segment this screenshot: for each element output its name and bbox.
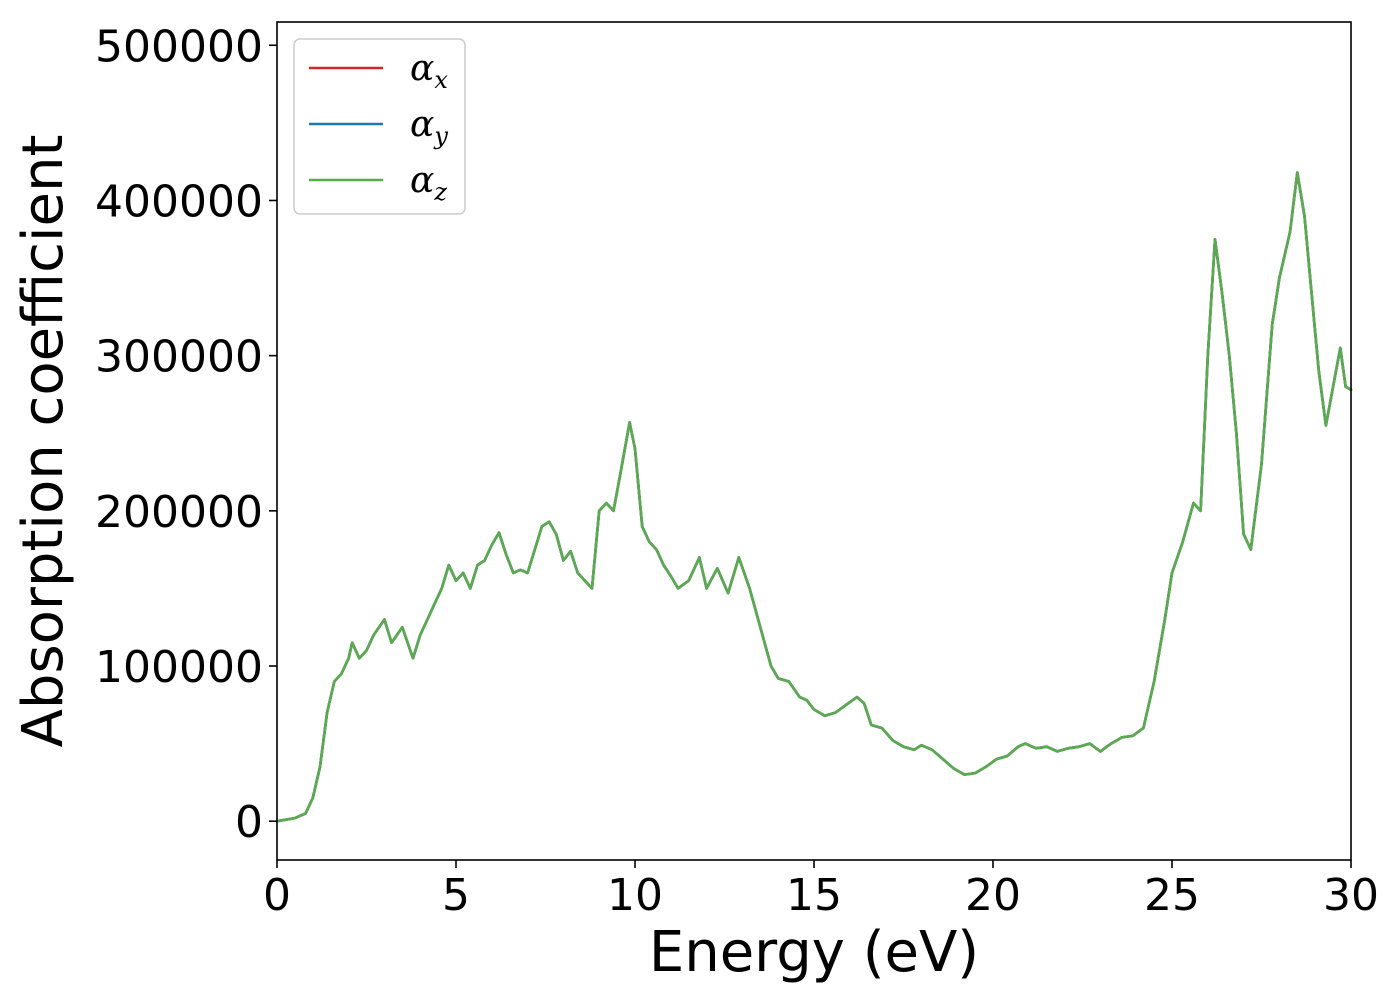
- legend: αx αy αz: [293, 38, 466, 215]
- y-tick-label: 300000: [95, 332, 263, 383]
- y-tick-label: 500000: [95, 21, 263, 72]
- series-layer: [275, 171, 1353, 823]
- x-tick-label: 30: [1323, 870, 1379, 921]
- y-axis-title: Absorption coefficient: [11, 135, 76, 748]
- x-tick-label: 25: [1144, 870, 1200, 921]
- legend-label-z: αz: [410, 160, 447, 206]
- series-line-z: [275, 171, 1353, 823]
- y-tick-label: 200000: [95, 487, 263, 538]
- legend-label-y: αy: [410, 104, 448, 150]
- y-axis: 0 100000 200000 300000 400000 500000: [95, 21, 277, 848]
- x-tick-label: 10: [607, 870, 663, 921]
- x-tick-label: 5: [442, 870, 470, 921]
- legend-label-x: αx: [410, 48, 448, 94]
- x-tick-label: 15: [786, 870, 842, 921]
- x-tick-label: 0: [263, 870, 291, 921]
- y-tick-label: 0: [235, 797, 263, 848]
- x-axis: 0 5 10 15 20 25 30: [263, 860, 1379, 921]
- legend-frame: [293, 38, 466, 215]
- x-axis-title: Energy (eV): [649, 920, 979, 985]
- y-tick-label: 100000: [95, 642, 263, 693]
- y-tick-label: 400000: [95, 176, 263, 227]
- x-tick-label: 20: [965, 870, 1021, 921]
